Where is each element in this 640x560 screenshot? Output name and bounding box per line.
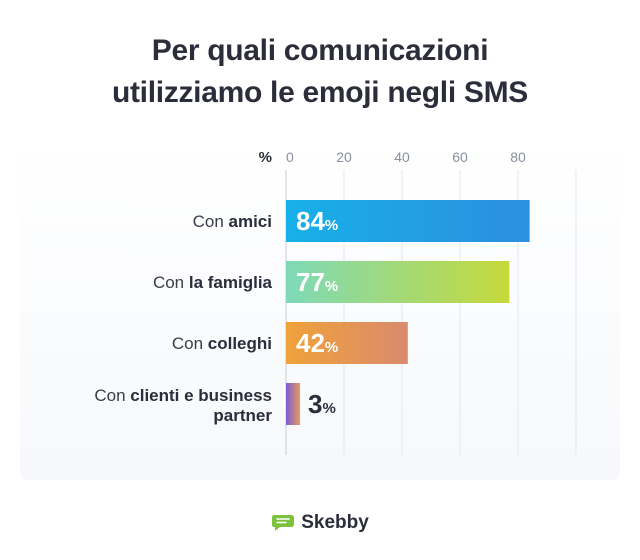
chart-title-line1: Per quali comunicazioni xyxy=(151,34,489,67)
bar xyxy=(286,200,530,242)
bar xyxy=(286,261,510,303)
bar xyxy=(286,322,408,364)
x-tick-label: 80 xyxy=(510,149,526,165)
brand-logo: Skebby xyxy=(0,512,640,534)
category-label: Con colleghi xyxy=(172,334,272,353)
chart-title-line2: utilizziamo le emoji negli SMS xyxy=(111,76,529,109)
chart-title: Per quali comunicazioni utilizziamo le e… xyxy=(0,30,640,114)
chart-panel xyxy=(20,140,620,480)
category-label: Con clienti e business xyxy=(94,386,272,405)
x-tick-label: 20 xyxy=(336,149,352,165)
value-label: 3% xyxy=(308,389,336,419)
category-label: Con amici xyxy=(193,212,272,231)
value-label: 84% xyxy=(296,206,338,236)
x-tick-label: 40 xyxy=(394,149,410,165)
value-label: 77% xyxy=(296,267,338,297)
axis-unit-label: % xyxy=(259,149,272,166)
chat-bubble-icon xyxy=(272,515,295,531)
brand-name: Skebby xyxy=(301,512,369,533)
value-label: 42% xyxy=(296,328,338,358)
category-label: partner xyxy=(213,406,272,425)
x-tick-label: 60 xyxy=(452,149,468,165)
bar xyxy=(286,383,300,425)
x-tick-label: 0 xyxy=(286,149,294,165)
bar-chart: % 0 20 40 60 80 Con amici 84% Con la famiglia 77%… xyxy=(94,149,577,455)
category-label: Con la famiglia xyxy=(153,273,273,292)
